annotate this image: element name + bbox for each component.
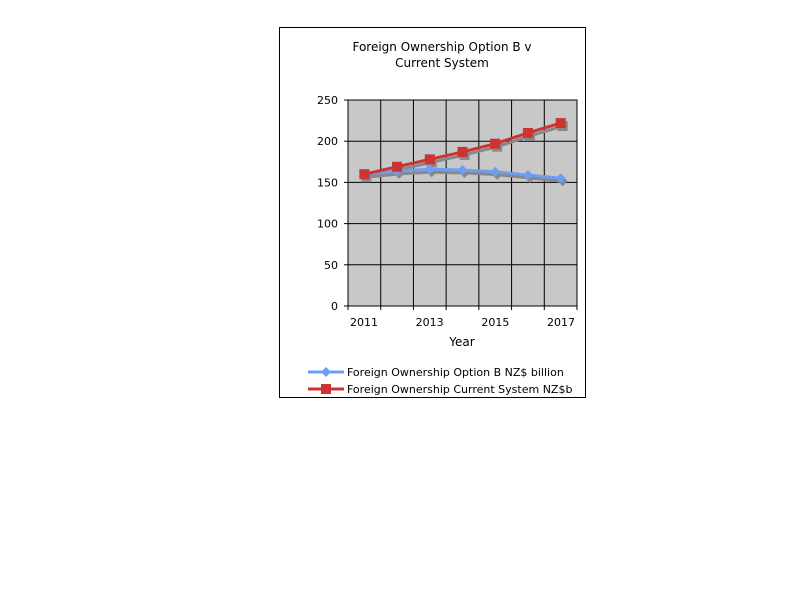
x-tick-label: 2015 <box>481 316 509 329</box>
series-current-system-marker <box>555 118 566 129</box>
chart-frame: Foreign Ownership Option B v Current Sys… <box>279 27 586 398</box>
series-current-system-marker <box>424 154 435 165</box>
y-tick-label: 250 <box>317 94 338 107</box>
series-layer <box>359 118 568 187</box>
x-tick-label: 2011 <box>350 316 378 329</box>
legend-current-system-swatch-marker <box>321 384 331 394</box>
chart-title-line-2: Current System <box>395 56 489 70</box>
series-option-b-marker <box>424 164 435 175</box>
x-tick-label: 2017 <box>547 316 575 329</box>
x-tick-label: 2013 <box>416 316 444 329</box>
x-tick-labels: 2011 2013 2015 2017 <box>350 316 575 329</box>
series-current-system-marker <box>522 127 533 138</box>
series-current-system-marker <box>359 169 370 180</box>
y-tick-label: 0 <box>331 300 338 313</box>
y-tick-label: 200 <box>317 135 338 148</box>
chart-svg: Foreign Ownership Option B v Current Sys… <box>308 40 578 396</box>
legend: Foreign Ownership Option B NZ$ billion Fo… <box>308 366 572 396</box>
chart-title-line-1: Foreign Ownership Option B v <box>352 40 531 54</box>
series-option-b-marker <box>457 165 468 176</box>
y-tick-label: 150 <box>317 176 338 189</box>
x-axis-label: Year <box>448 335 474 349</box>
y-tick-label: 100 <box>317 218 338 231</box>
series-current-system-marker <box>490 138 501 149</box>
series-option-b-marker <box>555 173 566 184</box>
series-current-system-marker <box>457 146 468 157</box>
legend-option-b-swatch-marker <box>321 367 331 377</box>
legend-option-b-label: Foreign Ownership Option B NZ$ billion <box>347 366 564 379</box>
y-tick-labels: 0 50 100 150 200 250 <box>317 94 338 313</box>
axes <box>344 99 578 310</box>
y-tick-label: 50 <box>324 259 338 272</box>
grid-lines <box>348 99 577 307</box>
series-option-b-marker <box>522 169 533 180</box>
series-current-system-marker <box>392 161 403 172</box>
series-option-b-marker <box>490 166 501 177</box>
legend-current-system-label: Foreign Ownership Current System NZ$b <box>347 383 572 396</box>
